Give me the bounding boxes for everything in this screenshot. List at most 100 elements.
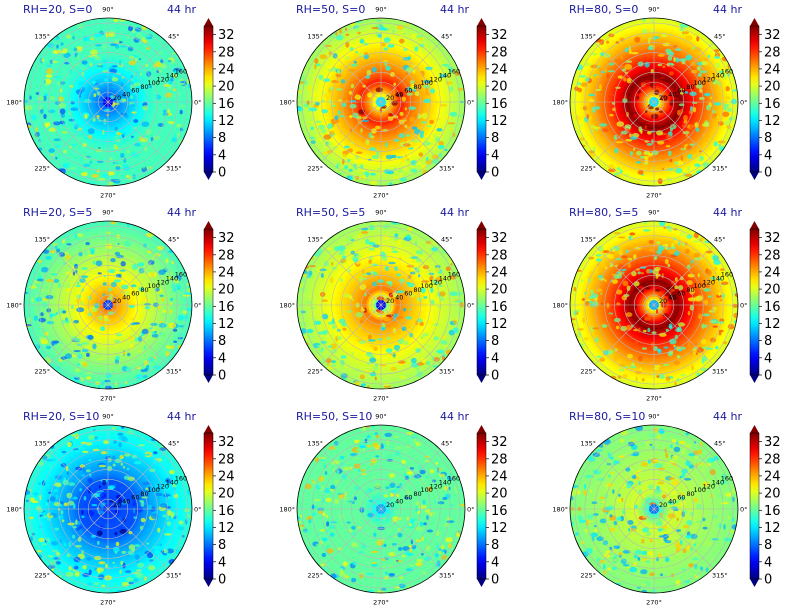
field-cell	[96, 169, 100, 173]
colorbar-tick-label: 24	[764, 469, 781, 484]
field-cell	[648, 28, 657, 33]
field-cell	[596, 449, 603, 452]
field-cell	[40, 339, 49, 345]
angle-label: 270°	[646, 599, 662, 607]
angle-label: 0°	[194, 302, 201, 310]
field-cell	[367, 92, 373, 98]
field-cell	[312, 98, 318, 103]
field-cell	[107, 171, 115, 176]
field-cell	[686, 234, 693, 239]
colorbar-max-extend	[204, 425, 213, 433]
field-cell	[127, 476, 135, 481]
field-cell	[96, 91, 101, 96]
field-cell	[649, 77, 654, 81]
field-cell	[617, 375, 622, 379]
field-cell	[339, 278, 343, 283]
field-cell	[90, 331, 94, 334]
grid-spoke	[321, 304, 382, 365]
field-cell	[676, 529, 682, 533]
field-cell	[609, 114, 614, 117]
colorbar-tick-label: 12	[764, 317, 781, 332]
field-cell	[323, 134, 332, 140]
field-cell	[631, 362, 635, 367]
field-cell	[66, 282, 71, 288]
field-cell	[141, 26, 146, 30]
field-cell	[581, 298, 586, 301]
field-cell	[641, 28, 648, 34]
field-cell	[676, 497, 682, 503]
field-cell	[613, 578, 622, 584]
field-cell	[324, 497, 332, 503]
field-cell	[710, 494, 714, 498]
grid-spoke	[380, 101, 441, 162]
grid-spoke	[48, 449, 109, 510]
field-cell	[131, 454, 138, 459]
field-cell	[701, 323, 705, 329]
field-cell	[613, 274, 620, 280]
field-cell	[727, 323, 735, 330]
field-cell	[128, 304, 135, 309]
field-cell	[64, 254, 72, 260]
angle-label: 315°	[439, 164, 455, 172]
field-cell	[721, 99, 727, 103]
field-cell	[605, 550, 612, 554]
radial-tick-label: 100	[420, 486, 432, 494]
field-cell	[45, 501, 48, 507]
field-cell	[667, 298, 671, 302]
field-cell	[159, 69, 163, 72]
field-cell	[454, 476, 457, 482]
radial-tick-label: 20	[113, 501, 121, 509]
field-cell	[411, 33, 418, 39]
field-cell	[105, 545, 109, 548]
field-cell	[674, 277, 678, 282]
field-cell	[322, 512, 326, 517]
field-cell	[700, 286, 707, 290]
field-cell	[571, 510, 577, 515]
field-cell	[651, 113, 659, 120]
field-cell	[102, 293, 106, 297]
field-cell	[162, 112, 169, 116]
field-cell	[159, 447, 166, 452]
field-cell	[392, 29, 395, 34]
field-cell	[35, 100, 38, 103]
field-cell	[53, 138, 61, 142]
grid-spoke	[653, 101, 714, 162]
field-cell	[397, 527, 401, 532]
grid-spoke	[380, 42, 441, 103]
field-cell	[320, 273, 324, 278]
field-cell	[76, 527, 80, 531]
field-cell	[683, 446, 691, 450]
field-cell	[383, 37, 391, 43]
colorbar-tick-label: 8	[491, 334, 499, 349]
colorbar-tick-label: 32	[491, 231, 508, 246]
field-cell	[593, 547, 597, 550]
field-cell	[664, 258, 669, 265]
colorbar-tick-label: 24	[218, 265, 235, 280]
field-cell	[419, 521, 424, 527]
field-cell	[115, 146, 119, 150]
field-cell	[372, 476, 376, 480]
colorbar-min-extend	[204, 172, 213, 180]
field-cell	[157, 245, 164, 250]
field-cell	[724, 286, 728, 290]
colorbar-tick-label: 16	[218, 300, 235, 315]
field-cell	[438, 284, 443, 288]
radial-tick-label: 80	[140, 286, 148, 294]
field-cell	[342, 561, 348, 567]
grid-spoke	[48, 101, 109, 162]
colorbar-tick-label: 24	[491, 265, 508, 280]
field-cell	[421, 112, 428, 119]
field-cell	[74, 449, 80, 452]
field-cell	[159, 321, 164, 324]
field-cell	[182, 310, 187, 314]
colorbar-tick-label: 24	[764, 62, 781, 77]
field-cell	[73, 350, 81, 352]
field-cell	[687, 341, 691, 347]
field-cell	[606, 499, 609, 504]
field-cell	[61, 519, 65, 523]
field-cell	[397, 532, 403, 538]
field-cell	[657, 294, 663, 298]
field-cell	[709, 74, 714, 77]
